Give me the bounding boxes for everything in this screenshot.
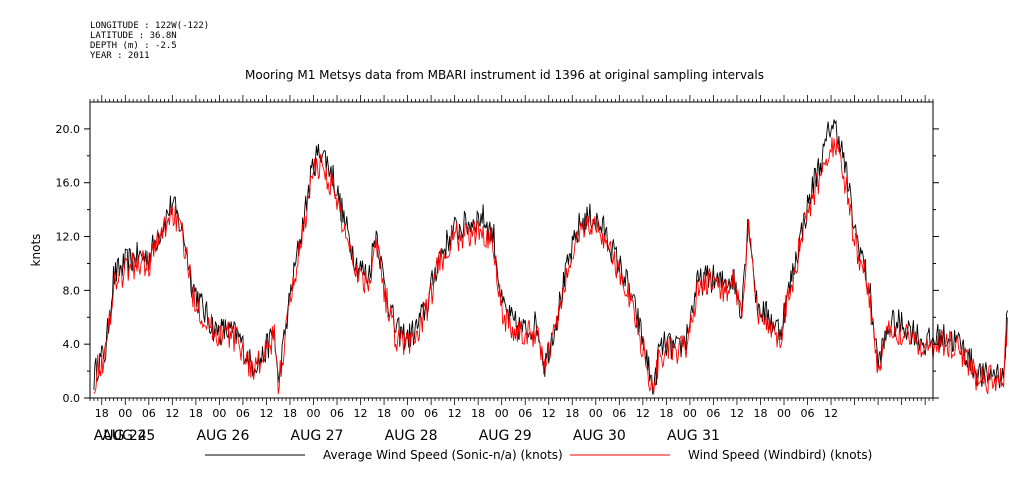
meta-year: YEAR : 2011 <box>90 51 150 61</box>
y-tick-label: 8.0 <box>63 284 81 297</box>
x-hour-label: 12 <box>730 407 744 420</box>
x-hour-label: 12 <box>165 407 179 420</box>
x-hour-label: 06 <box>424 407 438 420</box>
x-hour-label: 12 <box>824 407 838 420</box>
x-hour-label: 00 <box>495 407 509 420</box>
chart-title: Mooring M1 Metsys data from MBARI instru… <box>245 68 764 82</box>
series-line-windbird-wind-speed <box>93 137 1008 395</box>
x-day-label: AUG 25 <box>102 428 155 444</box>
metadata-block: LONGITUDE : 122W(-122) LATITUDE : 36.8N … <box>90 21 209 61</box>
x-hour-label: 18 <box>189 407 203 420</box>
x-hour-label: 06 <box>236 407 250 420</box>
x-day-label: AUG 27 <box>291 428 344 444</box>
x-hour-label: 18 <box>471 407 485 420</box>
x-hour-label: 12 <box>448 407 462 420</box>
y-tick-label: 12.0 <box>56 231 81 244</box>
x-day-label: AUG 31 <box>667 428 720 444</box>
x-hour-label: 00 <box>212 407 226 420</box>
y-tick-label: 0.0 <box>63 392 81 405</box>
x-day-label: AUG 26 <box>196 428 249 444</box>
x-hour-label: 00 <box>401 407 415 420</box>
x-hour-label: 12 <box>259 407 273 420</box>
x-hour-label: 12 <box>354 407 368 420</box>
x-hour-label: 00 <box>306 407 320 420</box>
x-hour-label: 18 <box>377 407 391 420</box>
x-hour-label: 12 <box>542 407 556 420</box>
x-hour-label: 06 <box>706 407 720 420</box>
y-axis-label: knots <box>29 234 43 267</box>
x-hour-label: 06 <box>801 407 815 420</box>
x-day-label: AUG 30 <box>573 428 626 444</box>
meta-depth: DEPTH (m) : -2.5 <box>90 41 177 51</box>
x-hour-label: 00 <box>118 407 132 420</box>
meta-latitude: LATITUDE : 36.8N <box>90 31 177 41</box>
x-hour-label: 00 <box>777 407 791 420</box>
x-day-label: AUG 28 <box>385 428 438 444</box>
y-tick-label: 4.0 <box>63 338 81 351</box>
x-hour-label: 06 <box>330 407 344 420</box>
meta-longitude: LONGITUDE : 122W(-122) <box>90 21 210 31</box>
x-day-label: AUG 29 <box>479 428 532 444</box>
legend-label-average-wind-speed: Average Wind Speed (Sonic-n/a) (knots) <box>323 448 563 462</box>
x-hour-label: 06 <box>142 407 156 420</box>
y-tick-label: 20.0 <box>56 123 81 136</box>
x-hour-label: 18 <box>565 407 579 420</box>
x-day-label: AUG 24 <box>94 428 147 444</box>
x-hour-label: 18 <box>283 407 297 420</box>
x-hour-label: 18 <box>95 407 109 420</box>
x-hour-label: 06 <box>518 407 532 420</box>
x-hour-label: 00 <box>589 407 603 420</box>
legend-label-windbird-wind-speed: Wind Speed (Windbird) (knots) <box>688 448 872 462</box>
plot-frame <box>89 101 934 399</box>
x-hour-label: 06 <box>612 407 626 420</box>
x-hour-label: 12 <box>636 407 650 420</box>
x-hour-label: 18 <box>659 407 673 420</box>
x-hour-label: 00 <box>683 407 697 420</box>
x-hour-label: 18 <box>753 407 767 420</box>
y-tick-label: 16.0 <box>56 177 81 190</box>
